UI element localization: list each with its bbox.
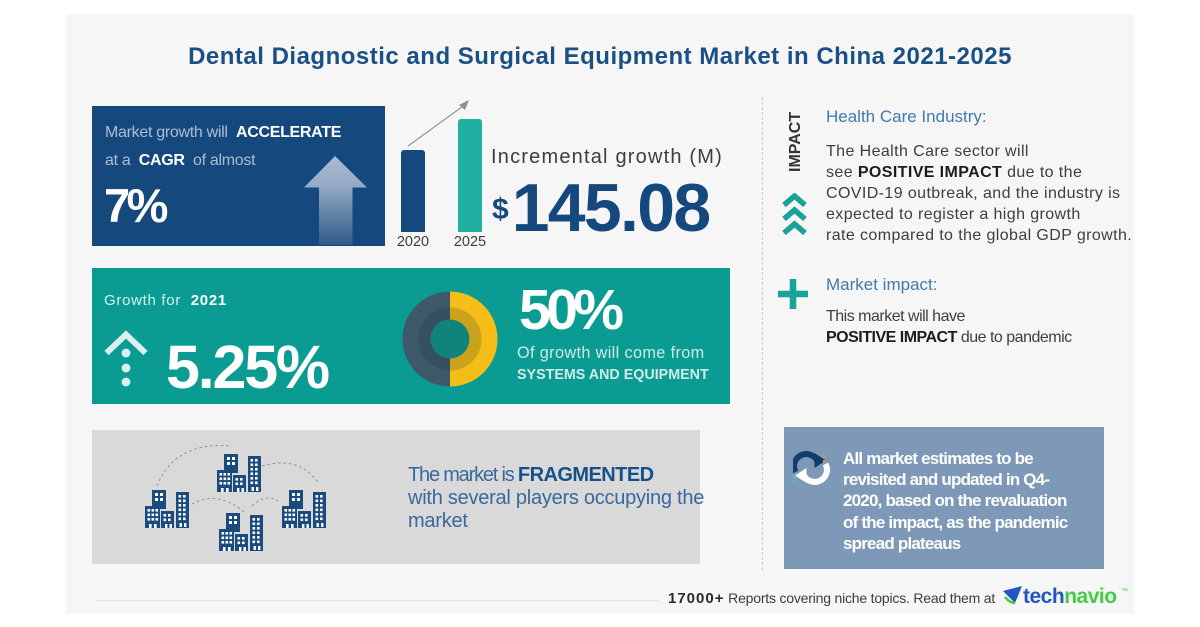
svg-text:™: ™ [1121,588,1128,595]
svg-text:technavio: technavio [1023,586,1117,608]
